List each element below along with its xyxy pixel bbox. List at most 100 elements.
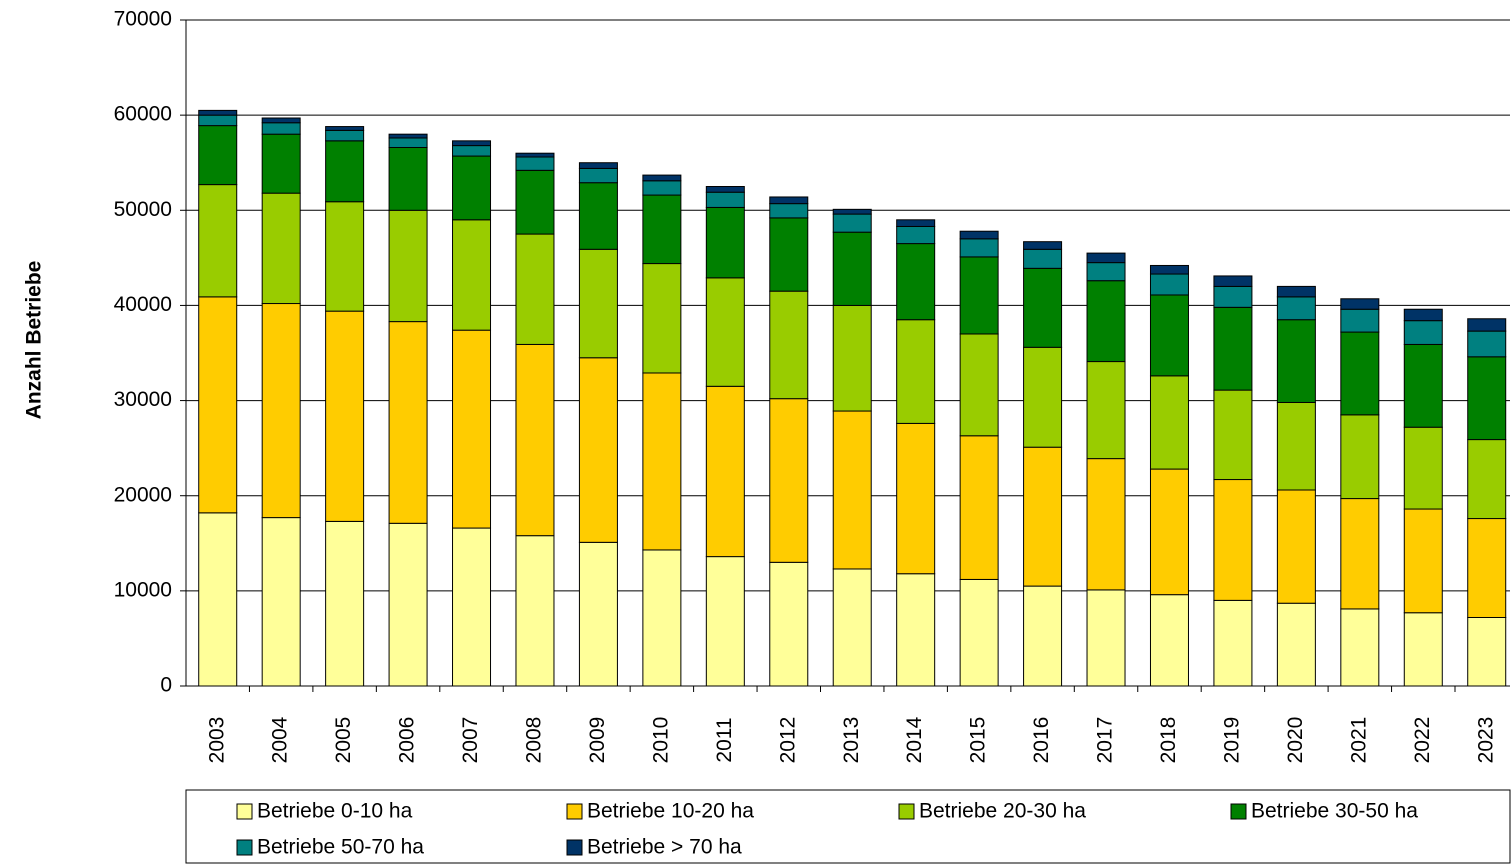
- bar-segment: [1403, 320, 1443, 345]
- bar-segment: [1276, 489, 1316, 604]
- bar-segment: [325, 129, 365, 142]
- bar-segment: [1467, 318, 1507, 332]
- bar-segment: [388, 137, 428, 148]
- bar-segment: [896, 319, 936, 424]
- x-tick-label: 2018: [1157, 717, 1180, 764]
- bar-segment: [198, 296, 238, 514]
- x-tick-label: 2011: [713, 717, 736, 762]
- bar-segment: [769, 203, 809, 219]
- y-tick-label: 60000: [114, 103, 172, 126]
- bar-segment: [1213, 285, 1253, 308]
- bar-segment: [1276, 319, 1316, 403]
- bar-segment: [959, 435, 999, 580]
- bar-segment: [452, 219, 492, 331]
- y-tick-label: 0: [160, 674, 172, 697]
- bar-segment: [325, 201, 365, 312]
- bar-segment: [959, 238, 999, 258]
- y-tick-label: 10000: [114, 578, 172, 601]
- bar-segment: [1467, 616, 1507, 687]
- x-tick-label: 2017: [1094, 717, 1117, 764]
- bar-segment: [642, 174, 682, 182]
- x-tick-label: 2004: [269, 716, 292, 763]
- bar-segment: [1023, 346, 1063, 448]
- bar-segment: [896, 225, 936, 245]
- bar-segment: [1023, 446, 1063, 587]
- bar-segment: [1467, 518, 1507, 618]
- bar-segment: [642, 194, 682, 265]
- x-tick-label: 2013: [840, 717, 863, 764]
- bar-segment: [198, 114, 238, 127]
- bar-segment: [1023, 241, 1063, 250]
- bar-segment: [832, 410, 872, 570]
- bar-segment: [1340, 298, 1380, 310]
- bar-segment: [261, 122, 301, 135]
- bar-segment: [705, 186, 745, 193]
- bar-segment: [705, 556, 745, 687]
- y-axis-label: Anzahl Betriebe: [23, 261, 46, 420]
- bar-segment: [1467, 439, 1507, 520]
- bar-segment: [1086, 280, 1126, 363]
- bar-segment: [261, 133, 301, 194]
- bar-segment: [769, 290, 809, 400]
- y-tick-label: 50000: [114, 198, 172, 221]
- bar-segment: [261, 117, 301, 124]
- bar-segment: [1403, 612, 1443, 687]
- x-tick-label: 2015: [967, 717, 990, 764]
- bar-segment: [1086, 458, 1126, 591]
- bar-segment: [578, 541, 618, 687]
- bar-segment: [896, 422, 936, 575]
- bar-segment: [1403, 343, 1443, 428]
- bar-segment: [769, 217, 809, 292]
- bar-segment: [578, 248, 618, 359]
- bar-segment: [1023, 248, 1063, 269]
- x-tick-label: 2016: [1030, 717, 1053, 764]
- bar-segment: [198, 109, 238, 116]
- bar-segment: [1086, 262, 1126, 282]
- bar-segment: [1276, 285, 1316, 298]
- bar-segment: [705, 206, 745, 279]
- legend-swatch: [1230, 803, 1247, 820]
- legend-swatch: [236, 803, 253, 820]
- bar-segment: [832, 568, 872, 687]
- bar-segment: [325, 126, 365, 131]
- bar-segment: [959, 578, 999, 687]
- bar-segment: [1276, 401, 1316, 491]
- bar-segment: [1340, 414, 1380, 500]
- bar-segment: [642, 549, 682, 687]
- legend-swatch: [566, 839, 583, 856]
- bar-segment: [1086, 589, 1126, 687]
- bar-segment: [388, 209, 428, 323]
- x-tick-label: 2010: [649, 717, 672, 764]
- bar-segment: [388, 133, 428, 139]
- x-tick-label: 2006: [396, 717, 419, 764]
- bar-segment: [832, 208, 872, 215]
- bar-segment: [515, 343, 555, 537]
- bar-segment: [959, 256, 999, 335]
- bar-segment: [832, 231, 872, 306]
- bar-segment: [325, 520, 365, 687]
- bar-segment: [325, 140, 365, 203]
- bar-segment: [452, 140, 492, 147]
- bar-segment: [769, 561, 809, 687]
- bar-segment: [896, 573, 936, 687]
- x-tick-label: 2005: [332, 717, 355, 764]
- bar-segment: [959, 230, 999, 240]
- bar-segment: [1340, 331, 1380, 416]
- bar-segment: [642, 372, 682, 551]
- bar-segment: [1403, 508, 1443, 614]
- bar-segment: [769, 196, 809, 205]
- x-tick-label: 2020: [1284, 717, 1307, 764]
- x-tick-label: 2021: [1347, 717, 1370, 764]
- x-tick-label: 2007: [459, 717, 482, 764]
- x-tick-label: 2012: [776, 717, 799, 764]
- bar-segment: [1213, 479, 1253, 601]
- bar-segment: [388, 146, 428, 211]
- bar-segment: [1340, 308, 1380, 333]
- bar-segment: [1340, 608, 1380, 687]
- bar-segment: [515, 169, 555, 235]
- bar-segment: [261, 192, 301, 305]
- bar-segment: [388, 321, 428, 524]
- x-tick-label: 2019: [1220, 717, 1243, 764]
- bar-segment: [1276, 602, 1316, 687]
